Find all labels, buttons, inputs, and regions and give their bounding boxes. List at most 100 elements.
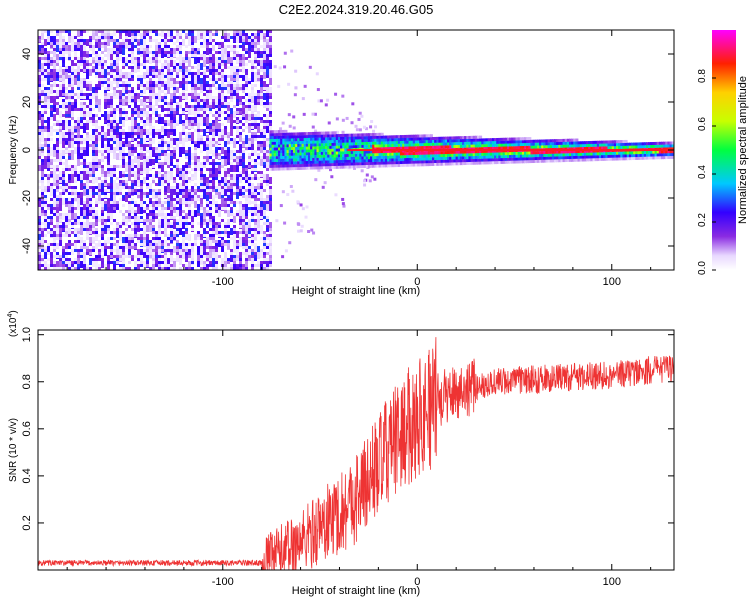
heatmap-cell bbox=[71, 111, 74, 114]
heatmap-cell bbox=[56, 183, 59, 186]
heatmap-cell bbox=[110, 87, 113, 90]
heatmap-cell bbox=[301, 155, 305, 159]
heatmap-cell bbox=[38, 138, 41, 141]
heatmap-cell bbox=[113, 108, 116, 111]
heatmap-cell bbox=[158, 165, 161, 168]
heatmap-cell bbox=[359, 162, 363, 166]
heatmap-cell bbox=[194, 189, 197, 192]
heatmap-cell bbox=[176, 48, 179, 51]
heatmap-cell bbox=[269, 114, 272, 117]
heatmap-cell bbox=[170, 240, 173, 243]
heatmap-cell bbox=[125, 102, 128, 105]
heatmap-cell bbox=[116, 126, 119, 133]
heatmap-cell bbox=[137, 237, 140, 240]
heatmap-cell bbox=[56, 246, 59, 249]
heatmap-cell bbox=[245, 237, 248, 240]
heatmap-cell bbox=[406, 143, 410, 147]
heatmap-cell bbox=[344, 139, 348, 143]
heatmap-cell bbox=[173, 120, 176, 123]
heatmap-cell bbox=[286, 132, 290, 136]
heatmap-cell bbox=[80, 255, 83, 258]
heatmap-cell bbox=[384, 158, 388, 162]
heatmap-cell bbox=[281, 121, 285, 125]
heatmap-cell bbox=[194, 150, 197, 153]
heatmap-cell bbox=[224, 39, 227, 42]
heatmap-cell bbox=[74, 180, 77, 183]
heatmap-cell bbox=[242, 48, 245, 51]
heatmap-cell bbox=[203, 111, 206, 114]
heatmap-cell bbox=[95, 192, 98, 195]
heatmap-cell bbox=[322, 154, 326, 158]
heatmap-cell bbox=[269, 120, 272, 123]
heatmap-cell bbox=[320, 166, 324, 170]
heatmap-cell bbox=[185, 75, 188, 78]
heatmap-cell bbox=[80, 60, 83, 63]
heatmap-cell bbox=[95, 150, 98, 157]
heatmap-cell bbox=[62, 267, 65, 270]
heatmap-cell bbox=[161, 120, 164, 123]
heatmap-cell bbox=[384, 135, 388, 139]
heatmap-cell bbox=[125, 186, 128, 189]
heatmap-cell bbox=[137, 75, 140, 78]
heatmap-cell bbox=[59, 129, 62, 132]
heatmap-cell bbox=[59, 228, 62, 231]
heatmap-cell bbox=[269, 164, 273, 168]
heatmap-cell bbox=[170, 171, 173, 178]
heatmap-cell bbox=[95, 180, 98, 183]
heatmap-cell bbox=[158, 141, 161, 144]
heatmap-cell bbox=[314, 131, 318, 135]
heatmap-cell bbox=[158, 228, 161, 235]
heatmap-cell bbox=[230, 267, 233, 270]
heatmap-cell bbox=[50, 45, 53, 48]
heatmap-cell bbox=[329, 145, 333, 149]
heatmap-cell bbox=[380, 135, 384, 139]
heatmap-cell bbox=[254, 210, 257, 213]
heatmap-cell bbox=[71, 261, 74, 264]
heatmap-cell bbox=[86, 267, 89, 270]
heatmap-cell bbox=[191, 132, 194, 135]
heatmap-cell bbox=[335, 157, 339, 161]
heatmap-cell bbox=[149, 213, 152, 216]
heatmap-cell bbox=[257, 156, 260, 159]
heatmap-cell bbox=[80, 180, 83, 183]
heatmap-cell bbox=[303, 132, 307, 136]
heatmap-cell bbox=[263, 156, 266, 159]
heatmap-cell bbox=[209, 162, 212, 165]
heatmap-cell bbox=[322, 166, 326, 170]
heatmap-cell bbox=[260, 264, 263, 267]
heatmap-cell bbox=[254, 252, 257, 255]
heatmap-cell bbox=[395, 155, 399, 159]
heatmap-cell bbox=[68, 66, 71, 73]
heatmap-cell bbox=[333, 137, 337, 141]
heatmap-cell bbox=[391, 152, 395, 156]
heatmap-cell bbox=[89, 213, 92, 216]
heatmap-cell bbox=[77, 240, 80, 243]
heatmap-cell bbox=[131, 222, 134, 225]
heatmap-cell bbox=[325, 151, 329, 155]
heatmap-cell bbox=[218, 111, 221, 114]
heatmap-cell bbox=[263, 159, 266, 162]
heatmap-cell bbox=[86, 111, 89, 114]
heatmap-cell bbox=[53, 150, 56, 157]
heatmap-cell bbox=[146, 84, 149, 87]
heatmap-cell bbox=[318, 160, 322, 164]
heatmap-cell bbox=[131, 126, 134, 133]
heatmap-cell bbox=[242, 159, 245, 162]
heatmap-cell bbox=[185, 225, 188, 228]
heatmap-cell bbox=[119, 36, 122, 39]
heatmap-cell bbox=[47, 57, 50, 60]
heatmap-cell bbox=[167, 159, 170, 166]
heatmap-cell bbox=[357, 139, 361, 143]
heatmap-cell bbox=[346, 165, 350, 169]
heatmap-cell bbox=[161, 147, 164, 150]
heatmap-cell bbox=[307, 230, 311, 234]
heatmap-cell bbox=[299, 161, 303, 165]
heatmap-cell bbox=[107, 216, 110, 219]
heatmap-cell bbox=[286, 164, 290, 168]
heatmap-cell bbox=[284, 144, 288, 148]
heatmap-cell bbox=[68, 261, 71, 268]
heatmap-cell bbox=[194, 144, 197, 147]
heatmap-cell bbox=[104, 54, 107, 57]
heatmap-cell bbox=[245, 108, 248, 111]
heatmap-cell bbox=[59, 162, 62, 165]
